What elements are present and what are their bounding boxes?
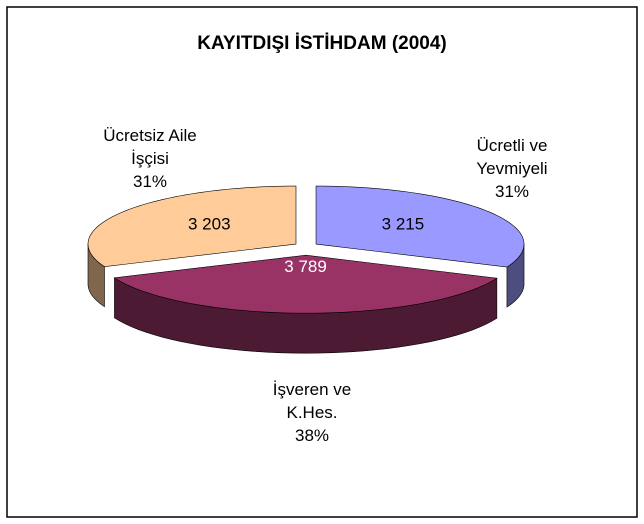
category-label: Ücretsiz Aile İşçisi — [103, 126, 197, 168]
slice — [87, 185, 297, 267]
value-label: 3 789 — [284, 257, 327, 276]
slice — [315, 185, 525, 268]
percent-label: 31% — [132, 172, 168, 191]
chart-title: KAYITDIŞI İSTİHDAM (2004) — [197, 33, 447, 54]
value-label: 3 203 — [188, 214, 231, 233]
slice — [113, 254, 498, 314]
value-label: 3 215 — [382, 214, 425, 233]
category-label: İşveren ve K.Hes. — [272, 380, 352, 422]
percent-label: 38% — [294, 426, 330, 445]
percent-label: 31% — [494, 182, 530, 201]
category-label: Ücretli ve Yevmiyeli — [476, 136, 548, 178]
